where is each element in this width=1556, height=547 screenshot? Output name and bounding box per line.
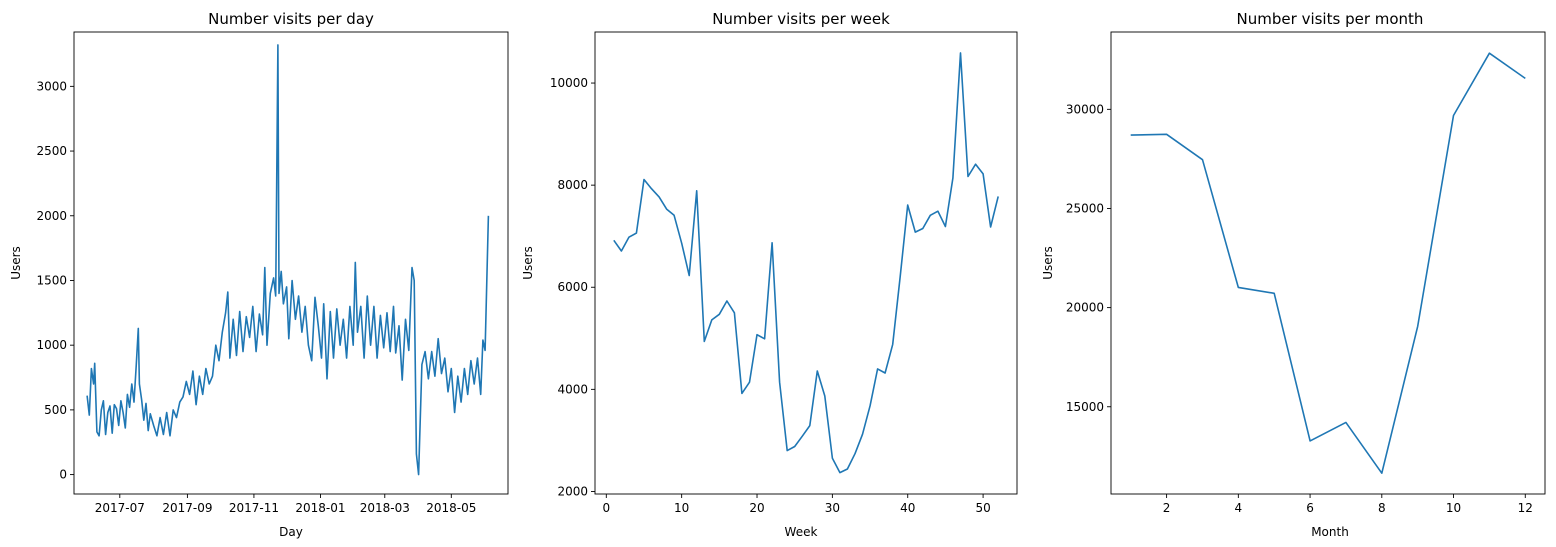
x-tick-label: 12 xyxy=(1518,501,1533,515)
y-tick-label: 4000 xyxy=(557,382,588,396)
x-tick-label: 4 xyxy=(1235,501,1243,515)
y-tick-label: 10000 xyxy=(550,76,588,90)
x-tick-label: 0 xyxy=(602,501,610,515)
chart-panel-day: Number visits per day Day Users 2017-07 2… xyxy=(9,10,509,539)
y-axis-label: Users xyxy=(1041,246,1055,280)
chart-panel-month: Number visits per month Month Users 2 4 6 8… xyxy=(1041,10,1546,539)
x-tick-label: 20 xyxy=(749,501,764,515)
x-tick-label: 30 xyxy=(825,501,840,515)
axes-frame xyxy=(1110,31,1546,495)
chart-title: Number visits per day xyxy=(208,10,374,28)
x-tick-label: 2017-11 xyxy=(229,501,279,515)
y-axis-label: Users xyxy=(9,246,23,280)
x-tick-label: 2017-07 xyxy=(95,501,145,515)
x-tick-label: 50 xyxy=(975,501,990,515)
plot-area: 2017-07 2017-09 2017-11 2018-01 2018-03 2018-… xyxy=(36,31,509,515)
x-tick-label: 2017-09 xyxy=(162,501,212,515)
x-tick-label: 10 xyxy=(1446,501,1461,515)
y-tick-label: 2500 xyxy=(36,144,67,158)
x-tick-label: 2018-05 xyxy=(426,501,476,515)
y-tick-label: 0 xyxy=(59,468,67,482)
chart-title: Number visits per week xyxy=(712,10,890,28)
axes-frame xyxy=(594,31,1018,495)
x-tick-label: 6 xyxy=(1306,501,1314,515)
y-axis-label: Users xyxy=(521,246,535,280)
y-tick-label: 20000 xyxy=(1066,301,1104,315)
y-tick-label: 1000 xyxy=(36,338,67,352)
series-line xyxy=(1130,52,1526,475)
x-tick-label: 10 xyxy=(674,501,689,515)
y-tick-label: 6000 xyxy=(557,280,588,294)
y-tick-label: 1500 xyxy=(36,273,67,287)
y-tick-label: 15000 xyxy=(1066,400,1104,414)
x-tick-label: 2018-01 xyxy=(295,501,345,515)
x-tick-label: 2018-03 xyxy=(360,501,410,515)
series-line xyxy=(86,44,490,476)
plot-area: 0 10 20 30 40 50 2000 4000 6000 8000 10000 xyxy=(550,31,1018,515)
y-tick-label: 2000 xyxy=(557,484,588,498)
y-tick-label: 500 xyxy=(44,403,67,417)
x-tick-label: 40 xyxy=(900,501,915,515)
y-tick-label: 8000 xyxy=(557,178,588,192)
chart-panel-week: Number visits per week Week Users 0 10 20 3… xyxy=(521,10,1018,539)
series-line xyxy=(613,52,999,474)
y-tick-label: 30000 xyxy=(1066,102,1104,116)
plot-area: 2 4 6 8 10 12 15000 20000 25000 30000 xyxy=(1066,31,1546,515)
y-tick-label: 2000 xyxy=(36,209,67,223)
y-tick-label: 3000 xyxy=(36,79,67,93)
x-tick-label: 2 xyxy=(1163,501,1171,515)
x-axis-label: Month xyxy=(1311,525,1349,539)
chart-title: Number visits per month xyxy=(1237,10,1424,28)
x-axis-label: Day xyxy=(279,525,303,539)
y-tick-label: 25000 xyxy=(1066,201,1104,215)
axes-frame xyxy=(73,31,509,495)
x-tick-label: 8 xyxy=(1378,501,1386,515)
x-axis-label: Week xyxy=(785,525,818,539)
